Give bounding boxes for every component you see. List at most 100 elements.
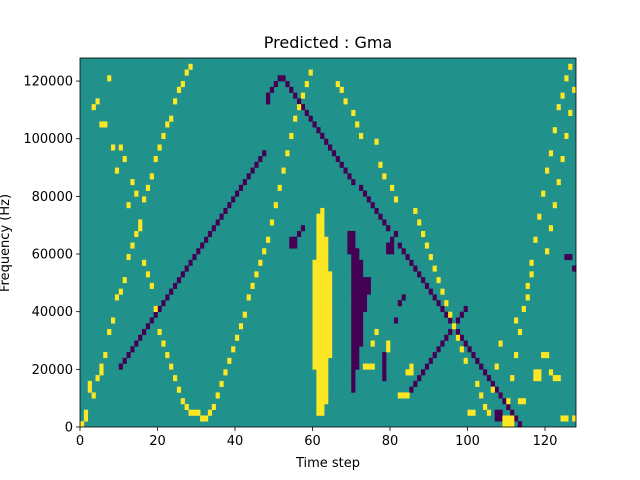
high-cell bbox=[320, 311, 325, 318]
low-cell bbox=[351, 230, 356, 238]
high-cell bbox=[281, 167, 286, 174]
low-cell bbox=[386, 248, 391, 255]
low-cell bbox=[227, 202, 232, 209]
high-cell bbox=[312, 288, 317, 295]
low-cell bbox=[494, 409, 499, 416]
high-cell bbox=[324, 398, 329, 405]
high-cell bbox=[328, 311, 333, 318]
low-cell bbox=[169, 288, 174, 295]
low-cell bbox=[254, 161, 259, 168]
low-cell bbox=[351, 363, 356, 370]
high-cell bbox=[316, 219, 321, 226]
x-tick-label: 60 bbox=[304, 434, 321, 449]
low-cell bbox=[215, 219, 220, 226]
high-cell bbox=[545, 248, 550, 255]
high-cell bbox=[316, 403, 321, 411]
low-cell bbox=[204, 236, 209, 243]
low-cell bbox=[359, 282, 364, 289]
high-cell bbox=[316, 294, 321, 301]
high-cell bbox=[324, 294, 329, 301]
low-cell bbox=[351, 294, 356, 301]
high-cell bbox=[328, 288, 333, 295]
low-cell bbox=[258, 156, 263, 163]
high-cell bbox=[506, 415, 511, 422]
low-cell bbox=[165, 294, 170, 301]
low-cell bbox=[355, 334, 360, 341]
low-cell bbox=[483, 369, 488, 376]
high-cell bbox=[320, 225, 325, 232]
high-cell bbox=[564, 75, 569, 82]
high-cell bbox=[417, 219, 422, 226]
x-axis: 0 20 40 60 80 100 120 bbox=[76, 427, 557, 449]
low-cell bbox=[351, 334, 356, 341]
high-cell bbox=[533, 369, 538, 376]
low-cell bbox=[378, 213, 383, 220]
low-cell bbox=[362, 300, 368, 307]
high-cell bbox=[316, 317, 321, 324]
high-cell bbox=[316, 311, 321, 318]
high-cell bbox=[277, 184, 282, 191]
high-cell bbox=[320, 357, 325, 364]
low-cell bbox=[289, 86, 294, 93]
low-cell bbox=[231, 196, 236, 203]
high-cell bbox=[320, 398, 325, 405]
high-cell bbox=[238, 323, 244, 330]
high-cell bbox=[471, 409, 476, 416]
low-cell bbox=[266, 92, 271, 99]
high-cell bbox=[87, 380, 92, 387]
low-cell bbox=[444, 311, 449, 318]
low-cell bbox=[351, 375, 356, 382]
low-cell bbox=[351, 248, 356, 255]
high-cell bbox=[300, 92, 306, 99]
low-cell bbox=[122, 357, 127, 364]
low-cell bbox=[572, 265, 577, 272]
high-cell bbox=[231, 346, 236, 353]
low-cell bbox=[440, 305, 445, 312]
low-cell bbox=[343, 167, 348, 174]
high-cell bbox=[312, 323, 317, 330]
high-cell bbox=[316, 375, 321, 382]
high-cell bbox=[95, 98, 100, 105]
low-cell bbox=[564, 254, 569, 261]
high-cell bbox=[320, 265, 325, 272]
low-cell bbox=[355, 265, 360, 272]
high-cell bbox=[145, 184, 151, 191]
high-cell bbox=[157, 328, 162, 336]
high-cell bbox=[421, 230, 426, 238]
low-cell bbox=[366, 196, 371, 203]
high-cell bbox=[362, 363, 368, 370]
high-cell bbox=[494, 363, 499, 370]
high-cell bbox=[165, 352, 170, 359]
y-tick-label: 100000 bbox=[23, 132, 73, 147]
low-cell bbox=[266, 98, 271, 105]
low-cell bbox=[297, 230, 302, 238]
low-cell bbox=[405, 254, 410, 261]
high-cell bbox=[246, 294, 251, 301]
x-tick-label: 40 bbox=[227, 434, 244, 449]
high-cell bbox=[556, 179, 561, 186]
high-cell bbox=[316, 369, 321, 376]
high-cell bbox=[254, 271, 259, 278]
high-cell bbox=[320, 230, 325, 238]
high-cell bbox=[552, 127, 557, 134]
high-cell bbox=[200, 415, 205, 422]
low-cell bbox=[351, 346, 356, 353]
high-cell bbox=[510, 415, 515, 422]
high-cell bbox=[436, 277, 441, 284]
high-cell bbox=[320, 254, 325, 261]
low-cell bbox=[293, 92, 298, 99]
low-cell bbox=[479, 363, 484, 370]
low-cell bbox=[448, 317, 453, 324]
low-cell bbox=[362, 190, 368, 197]
high-cell bbox=[312, 277, 317, 284]
high-cell bbox=[328, 340, 333, 347]
low-cell bbox=[196, 248, 201, 255]
low-cell bbox=[351, 317, 356, 324]
high-cell bbox=[130, 242, 135, 249]
high-cell bbox=[382, 173, 387, 180]
high-cell bbox=[153, 156, 158, 163]
high-cell bbox=[324, 386, 329, 393]
high-cell bbox=[455, 334, 461, 341]
high-cell bbox=[316, 357, 321, 364]
low-cell bbox=[200, 242, 205, 249]
